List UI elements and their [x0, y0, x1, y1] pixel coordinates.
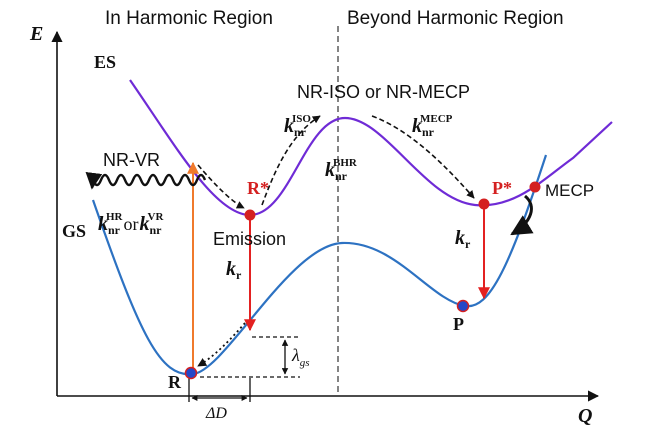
- label-mecp: MECP: [545, 181, 594, 200]
- rate-k-nr-mecp: knrMECP: [412, 113, 453, 139]
- delta-d-label: ΔD: [205, 405, 227, 422]
- label-es: ES: [94, 52, 116, 72]
- label-gs: GS: [62, 221, 86, 241]
- x-axis-label: Q: [578, 405, 592, 427]
- rate-k-nr-hr-or-vr: knrHRorknrVR: [98, 211, 164, 237]
- label-r-star: R*: [247, 178, 269, 198]
- marker-r: [184, 366, 198, 380]
- label-p-star: P*: [492, 178, 512, 198]
- mecp-crossing-arrow: [510, 194, 534, 236]
- y-axis-label: E: [29, 23, 43, 45]
- gs-curve: [91, 154, 548, 376]
- nr-vr-wavy-arrow: [85, 171, 207, 190]
- lambda-label: λgs: [291, 345, 310, 369]
- label-p: P: [453, 314, 464, 334]
- rate-k-r-p: kr: [455, 227, 471, 251]
- rate-k-nr-bhr: knrBHR: [325, 157, 358, 183]
- label-nr-vr: NR-VR: [103, 150, 160, 170]
- es-iso-arrow-down: [371, 115, 475, 199]
- label-emission: Emission: [213, 229, 286, 249]
- region-beyond-harmonic: Beyond Harmonic Region: [347, 8, 564, 29]
- es-vr-arrow: [197, 164, 245, 209]
- rate-k-r-emission: kr: [226, 258, 242, 282]
- label-r: R: [168, 372, 182, 392]
- label-nr-iso-mecp: NR-ISO or NR-MECP: [297, 82, 470, 102]
- es-curve: [129, 79, 613, 217]
- marker-mecp: [529, 181, 541, 193]
- es-iso-arrow-up: [261, 115, 321, 206]
- marker-p: [456, 299, 470, 313]
- marker-r-star: [244, 209, 256, 221]
- region-in-harmonic: In Harmonic Region: [105, 8, 273, 29]
- marker-p-star: [478, 198, 490, 210]
- rate-k-nr-iso: knrISO: [284, 113, 311, 139]
- gs-relaxation-arrow: [197, 322, 246, 367]
